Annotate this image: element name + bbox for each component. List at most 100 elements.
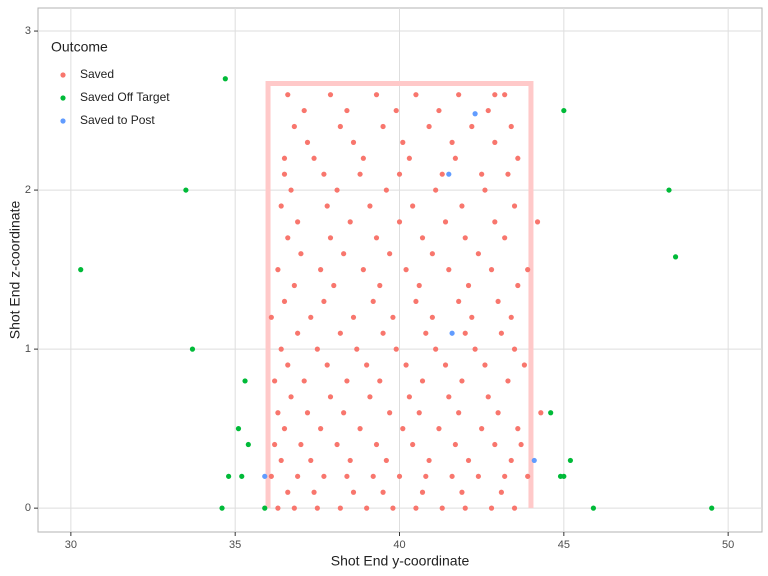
point <box>433 187 439 193</box>
point <box>442 219 449 225</box>
point <box>304 139 311 145</box>
point <box>268 314 274 320</box>
point <box>367 203 373 209</box>
point <box>390 505 396 511</box>
point <box>446 267 452 273</box>
point <box>314 346 320 352</box>
point <box>327 235 334 241</box>
point <box>281 426 288 432</box>
point <box>419 489 426 495</box>
point <box>239 473 245 479</box>
point <box>390 314 396 320</box>
point <box>482 362 488 368</box>
point <box>350 314 357 320</box>
point <box>498 489 504 495</box>
point <box>327 92 334 98</box>
point <box>413 92 419 98</box>
y-tick-label: 0 <box>25 502 31 514</box>
point <box>298 251 304 257</box>
point <box>419 235 426 241</box>
point <box>452 441 458 448</box>
point <box>515 155 521 161</box>
point <box>281 298 288 305</box>
point <box>482 187 488 193</box>
point <box>462 505 468 511</box>
legend-label: Saved Off Target <box>80 90 170 104</box>
point <box>373 235 380 241</box>
point <box>446 394 452 400</box>
point <box>318 426 324 432</box>
point <box>413 505 419 511</box>
point <box>321 171 327 177</box>
point <box>318 267 324 273</box>
point <box>272 378 278 384</box>
point <box>324 203 330 209</box>
point <box>508 457 514 464</box>
point <box>357 171 363 177</box>
legend-swatch <box>60 95 66 101</box>
point <box>393 346 399 352</box>
point <box>492 139 498 145</box>
point <box>341 410 347 416</box>
point <box>436 107 442 114</box>
x-tick-label: 30 <box>65 539 77 551</box>
point <box>429 314 435 320</box>
point <box>518 441 524 448</box>
point <box>268 473 274 479</box>
x-axis-label: Shot End y-coordinate <box>331 553 470 569</box>
point <box>295 473 301 479</box>
point <box>666 187 672 193</box>
point <box>321 298 327 305</box>
point <box>298 441 304 448</box>
point <box>285 92 291 98</box>
y-tick-label: 3 <box>25 25 31 37</box>
point <box>469 123 475 130</box>
point <box>387 410 393 416</box>
point <box>347 457 353 464</box>
point <box>347 219 353 225</box>
point <box>442 362 449 368</box>
point <box>321 473 327 479</box>
point <box>78 267 84 273</box>
x-tick-label: 40 <box>393 539 405 551</box>
point <box>505 171 511 177</box>
point <box>367 394 373 400</box>
point <box>242 378 248 384</box>
point <box>511 505 518 511</box>
point <box>485 107 491 114</box>
point <box>511 203 518 209</box>
point <box>370 298 376 305</box>
point <box>469 314 475 320</box>
point <box>350 489 357 495</box>
point <box>370 473 376 479</box>
point <box>406 394 412 400</box>
point <box>502 235 508 241</box>
point <box>360 267 366 273</box>
point <box>288 187 294 193</box>
point <box>288 394 294 400</box>
point <box>396 171 403 177</box>
point <box>538 410 544 416</box>
point <box>465 457 472 464</box>
point <box>308 314 314 320</box>
point <box>590 505 597 511</box>
point <box>672 254 679 260</box>
point <box>373 441 380 448</box>
point <box>337 330 343 336</box>
point <box>406 155 412 161</box>
point <box>380 489 386 495</box>
point <box>311 489 317 495</box>
point <box>377 282 383 289</box>
y-axis-label: Shot End z-coordinate <box>7 201 23 340</box>
point <box>709 505 715 511</box>
point <box>301 107 307 114</box>
point <box>525 267 531 273</box>
point <box>278 457 284 464</box>
point <box>515 282 521 289</box>
point <box>426 123 432 130</box>
point <box>235 426 242 432</box>
point <box>505 378 511 384</box>
point <box>350 139 357 145</box>
point <box>285 235 291 241</box>
point <box>456 298 462 305</box>
